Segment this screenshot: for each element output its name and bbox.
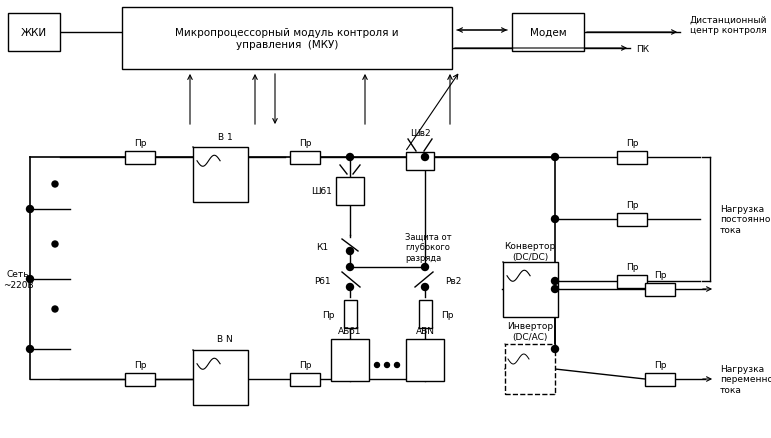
Bar	[122, 8, 452, 70]
Circle shape	[551, 216, 558, 223]
Circle shape	[26, 206, 33, 213]
Text: Нагрузка
постоянного
тока: Нагрузка постоянного тока	[720, 205, 771, 234]
Text: Конвертор
(DC/DC): Конвертор (DC/DC)	[504, 242, 556, 261]
Bar	[503, 262, 558, 317]
Bar	[290, 373, 320, 386]
Text: Рб1: Рб1	[314, 276, 330, 285]
Bar	[125, 152, 155, 165]
Text: АБN: АБN	[416, 326, 435, 335]
Text: Пр: Пр	[133, 360, 146, 370]
Text: Инвертор
(DC/AC): Инвертор (DC/AC)	[507, 321, 553, 341]
Text: Рв2: Рв2	[445, 276, 461, 285]
Circle shape	[346, 284, 353, 291]
Bar	[406, 153, 434, 171]
Bar	[8, 14, 60, 52]
Text: Нагрузка
переменного
тока: Нагрузка переменного тока	[720, 364, 771, 394]
Text: Шв2: Шв2	[409, 128, 430, 137]
Circle shape	[346, 248, 353, 255]
Bar	[617, 152, 647, 165]
Text: В 1: В 1	[217, 132, 232, 141]
Text: Дистанционный
центр контроля: Дистанционный центр контроля	[690, 15, 767, 35]
Circle shape	[551, 286, 558, 293]
Text: В N: В N	[217, 335, 233, 344]
Bar	[193, 350, 248, 405]
Circle shape	[52, 306, 58, 312]
Circle shape	[52, 241, 58, 247]
Text: Модем: Модем	[530, 28, 567, 38]
Bar	[125, 373, 155, 386]
Circle shape	[375, 363, 379, 367]
Text: Шб1: Шб1	[311, 187, 332, 196]
Circle shape	[422, 264, 429, 271]
Text: Микропроцессорный модуль контроля и
управления  (МКУ): Микропроцессорный модуль контроля и упра…	[175, 28, 399, 49]
Text: Защита от
глубокого
разряда: Защита от глубокого разряда	[405, 233, 452, 262]
Text: Сеть
~220В: Сеть ~220В	[2, 270, 33, 289]
Bar	[406, 339, 444, 381]
Text: Пр: Пр	[322, 310, 335, 319]
Text: Пр: Пр	[626, 201, 638, 210]
Circle shape	[52, 182, 58, 187]
Circle shape	[551, 154, 558, 161]
Bar	[617, 213, 647, 226]
Bar	[505, 344, 555, 394]
Text: Пр: Пр	[133, 139, 146, 148]
Text: Пр: Пр	[626, 263, 638, 272]
Text: Пр: Пр	[298, 139, 311, 148]
Text: ЖКИ: ЖКИ	[21, 28, 47, 38]
Bar	[645, 283, 675, 297]
Bar	[193, 148, 248, 202]
Circle shape	[422, 284, 429, 291]
Bar	[290, 152, 320, 165]
Bar	[512, 14, 584, 52]
Text: Пр: Пр	[441, 310, 453, 319]
Bar	[344, 300, 357, 328]
Text: Пр: Пр	[654, 271, 666, 280]
Circle shape	[346, 154, 353, 161]
Circle shape	[395, 363, 399, 367]
Text: Пр: Пр	[298, 360, 311, 370]
Bar	[331, 339, 369, 381]
Text: АБб1: АБб1	[338, 326, 362, 335]
Bar	[645, 373, 675, 386]
Bar	[336, 177, 364, 205]
Circle shape	[26, 346, 33, 353]
Circle shape	[346, 264, 353, 271]
Circle shape	[551, 278, 558, 285]
Circle shape	[422, 154, 429, 161]
Text: Пр: Пр	[654, 360, 666, 370]
Text: К1: К1	[316, 243, 328, 252]
Bar	[419, 300, 432, 328]
Circle shape	[551, 346, 558, 353]
Circle shape	[26, 276, 33, 283]
Circle shape	[385, 363, 389, 367]
Text: Пр: Пр	[626, 139, 638, 148]
Bar	[617, 276, 647, 288]
Text: ПК: ПК	[636, 44, 649, 53]
